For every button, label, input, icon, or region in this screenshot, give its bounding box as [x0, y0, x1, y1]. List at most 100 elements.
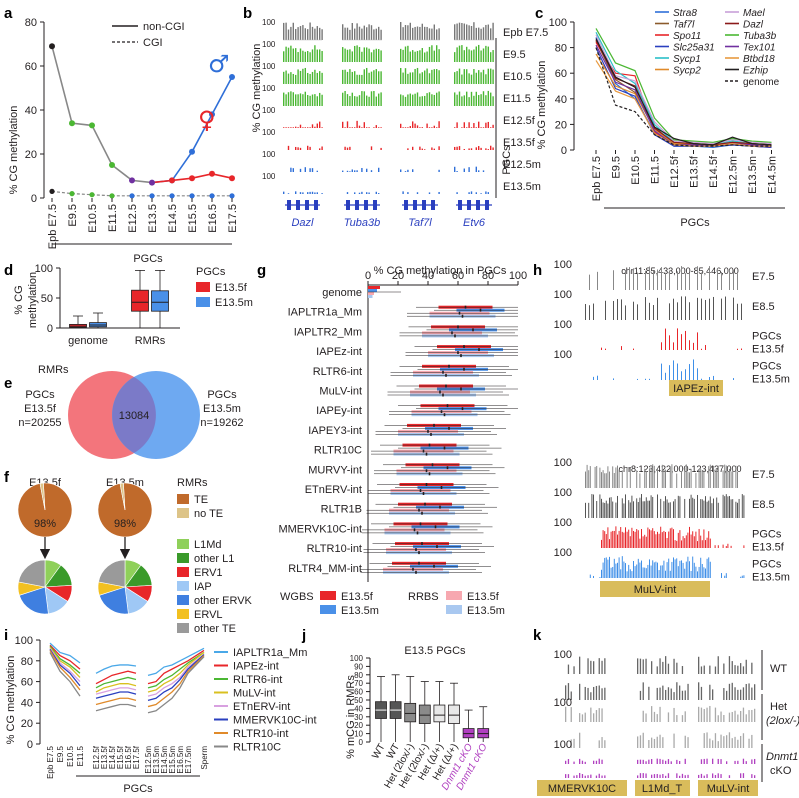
panel-k-bar: [659, 687, 661, 700]
panel-c-xtick: E14.5f: [708, 155, 720, 188]
panel-h-bar: [652, 496, 654, 518]
panel-k-bar: [598, 758, 600, 764]
panel-i-ytick: 20: [21, 718, 33, 730]
panel-b-bar: [426, 51, 428, 62]
panel-k-bar: [709, 665, 711, 674]
panel-h-bar: [681, 266, 682, 290]
panel-h-bar: [725, 546, 727, 548]
panel-h-bar: [601, 498, 602, 518]
panel-k-bar: [742, 758, 745, 764]
panel-h-bar: [652, 528, 654, 548]
panel-k-bar: [598, 740, 600, 748]
panel-k-bar: [751, 662, 753, 674]
panel-b-bar: [311, 94, 314, 106]
panel-k-bar: [703, 709, 705, 722]
panel-h-bar: [687, 472, 689, 488]
panel-k-bar: [587, 775, 589, 778]
panel-h-bar: [737, 502, 738, 518]
panel-h-bar: [639, 473, 641, 488]
panel-c-series-line: [595, 38, 772, 146]
panel-h-bar: [692, 531, 694, 548]
panel-k-bar: [595, 710, 598, 722]
panel-g-legend-rrbs-m: E13.5m: [467, 605, 505, 617]
panel-b-ylabel: % CG methylation: [251, 44, 263, 133]
panel-h-bar: [599, 494, 601, 518]
panel-h-bar: [709, 538, 711, 548]
panel-k-bar: [740, 689, 742, 700]
panel-i-series-line: [95, 683, 137, 693]
panel-k-bar: [754, 775, 756, 778]
panel-h-bar: [599, 467, 601, 488]
panel-k-bar: [681, 715, 684, 722]
panel-k-bar: [651, 774, 653, 778]
panel-b-bar: [380, 147, 382, 150]
panel-b-bar: [480, 72, 482, 84]
panel-k-bar: [648, 739, 650, 748]
panel-b-bar: [470, 91, 473, 106]
panel-k-bar: [576, 775, 578, 778]
panel-b-bar: [470, 191, 473, 194]
panel-h-bar: [677, 363, 678, 380]
panel-k-group-cko-1: Dnmt1: [766, 751, 798, 763]
panel-b-bar: [378, 167, 380, 172]
panel-b-gene-label: Dazl: [291, 217, 314, 229]
panel-b-bar: [307, 94, 309, 106]
panel-i-series-line: [49, 647, 81, 683]
panel-h-bar: [701, 272, 702, 290]
panel-k-bar: [731, 738, 733, 748]
panel-b-bar: [378, 127, 380, 128]
panel-k-group-cko-2: cKO: [770, 765, 792, 777]
panel-h-bar: [623, 503, 625, 518]
panel-h-bar: [657, 562, 658, 578]
panel-k-bar: [593, 760, 595, 764]
panel-b-bar: [428, 73, 431, 84]
panel-b-bar: [468, 192, 470, 194]
panel-h-bar: [729, 468, 730, 488]
panel-b-bar: [297, 52, 299, 62]
panel-h-bar: [689, 302, 690, 320]
panel-b-exon: [485, 200, 489, 210]
panel-b-bar: [290, 167, 292, 172]
panel-h-bar: [693, 498, 695, 518]
panel-k-bar: [742, 687, 745, 700]
panel-h-bar: [714, 469, 716, 488]
panel-c-legend-item: Sycp2: [673, 66, 701, 77]
panel-k-bar: [676, 715, 678, 722]
panel-i-ytick: 40: [21, 697, 33, 709]
panel-b-bar: [351, 169, 353, 172]
panel-b-bar: [316, 26, 318, 40]
panel-b-bar: [361, 28, 363, 40]
panel-j-ytick: 20: [354, 721, 363, 730]
panel-k-bar: [579, 683, 581, 700]
panel-h-bar: [617, 534, 618, 548]
panel-b-track-label: E12.5f: [503, 115, 536, 127]
panel-h-bar: [706, 558, 708, 578]
panel-label-a: a: [4, 5, 13, 22]
panel-d-ytick: 100: [35, 263, 53, 275]
panel-k-bar: [604, 658, 606, 674]
panel-k-bar: [637, 658, 639, 674]
panel-c-series-line: [595, 28, 772, 143]
panel-k-bar: [665, 656, 667, 674]
panel-h-bar: [642, 567, 644, 578]
panel-d-boxplot: % CG methylation 0 50 100 genome RMRs PGCs…: [13, 263, 253, 347]
panel-b-bar: [375, 96, 377, 106]
panel-b-bar: [468, 73, 470, 84]
panel-g-bar: [368, 292, 374, 295]
panel-g-legend-wgbs-m: E13.5m: [341, 605, 379, 617]
panel-h-bar: [601, 569, 602, 578]
panel-k-bar: [673, 707, 675, 722]
panel-j-ytick: 50: [354, 696, 363, 705]
panel-b-bar: [356, 45, 358, 62]
panel-h-bar: [634, 531, 636, 548]
panel-k-bar: [703, 733, 705, 748]
panel-b-bar: [412, 146, 414, 150]
panel-h-bar: [609, 556, 610, 578]
panel-b-bar: [370, 25, 373, 40]
panel-b-bar: [490, 145, 492, 150]
panel-b-bar: [361, 91, 363, 106]
panel-k-bar: [698, 682, 700, 700]
panel-b-bar: [478, 95, 480, 106]
panel-b-bar: [366, 168, 368, 172]
pie-slice: [18, 559, 46, 588]
